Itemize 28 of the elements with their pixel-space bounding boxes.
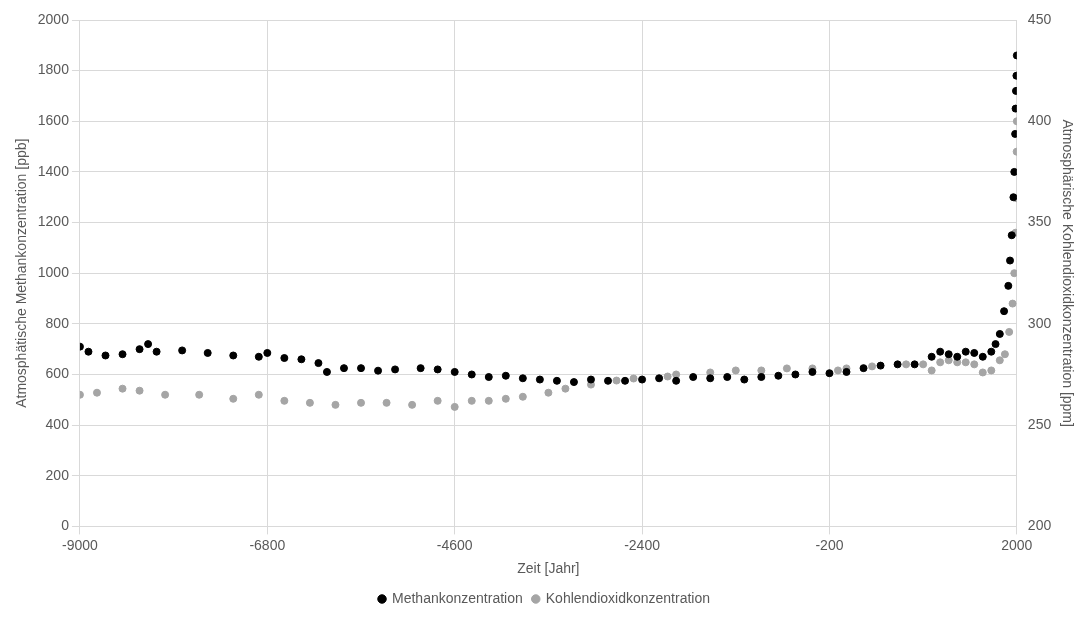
x-axis-title: Zeit [Jahr] xyxy=(517,560,580,577)
y2-tick-label: 350 xyxy=(1027,213,1052,230)
y2-tick-label: 200 xyxy=(1027,517,1052,534)
y-tick-label: 1400 xyxy=(37,162,70,179)
y-tick-label: 800 xyxy=(45,314,70,331)
y-tick-label: 1000 xyxy=(37,264,70,281)
y-tick-label: 1200 xyxy=(37,213,70,230)
y-tick-label: 1800 xyxy=(37,61,70,78)
legend-label: Kohlendioxidkonzentration xyxy=(545,589,710,606)
y-tick-label: 1600 xyxy=(37,112,70,129)
y-tick-label: 200 xyxy=(45,466,70,483)
y-tick-label: 600 xyxy=(45,365,70,382)
y2-tick-label: 450 xyxy=(1027,10,1052,27)
x-tick-label: -200 xyxy=(815,536,844,553)
x-tick-label: -6800 xyxy=(249,536,286,553)
y-tick-label: 400 xyxy=(45,415,70,432)
y-axis-title: Atmosphätische Methankonzentration [ppb] xyxy=(13,138,30,408)
y-tick-label: 0 xyxy=(61,517,70,534)
x-tick-label: -2400 xyxy=(624,536,661,553)
legend-label: Methankonzentration xyxy=(392,589,523,606)
y-tick-label: 2000 xyxy=(37,10,70,27)
y2-tick-label: 400 xyxy=(1027,112,1052,129)
x-tick-label: -4600 xyxy=(436,536,473,553)
x-tick-label: -9000 xyxy=(62,536,99,553)
y2-tick-label: 250 xyxy=(1027,415,1052,432)
y2-axis-title: Atmosphärische Kohlendioxidkonzentration [ppm] xyxy=(1059,119,1076,427)
x-tick-label: 2000 xyxy=(1001,536,1033,553)
y2-tick-label: 300 xyxy=(1027,314,1052,331)
